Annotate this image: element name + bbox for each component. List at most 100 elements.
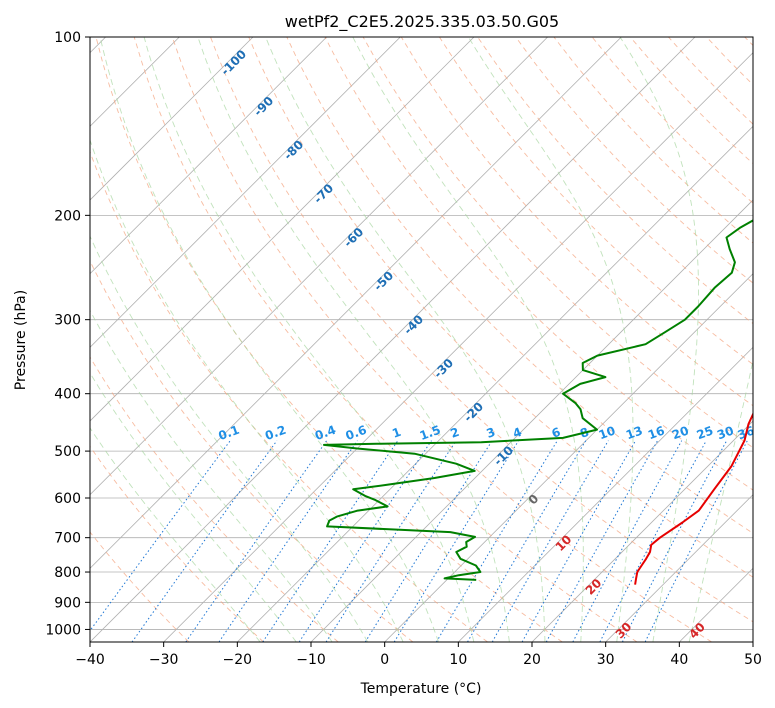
- axes: −40 −30 −20 −10 0 10 20 30 40 5010020030040050060…: [45, 30, 762, 668]
- dry-adiabat: [133, 37, 638, 642]
- dry-adiabat-label: -50: [371, 268, 396, 293]
- mixing-ratio-line: [262, 440, 399, 642]
- x-tick-label: 40: [670, 652, 688, 668]
- moist-adiabat: [352, 37, 584, 642]
- moist-adiabat: [619, 37, 699, 642]
- x-axis-title: Temperature (°C): [360, 681, 482, 697]
- dry-adiabat: [439, 37, 753, 365]
- mixing-ratio-label: 13: [624, 423, 644, 442]
- y-tick-label: 900: [54, 595, 81, 611]
- isotherm-line: [458, 346, 753, 642]
- moist-adiabat: [688, 358, 753, 642]
- mixing-ratio-line: [545, 440, 659, 642]
- dry-adiabat: [90, 356, 339, 642]
- dry-adiabat-label: 20: [583, 576, 605, 598]
- isotherm-line: [90, 37, 401, 348]
- isotherm-line: [531, 420, 753, 642]
- dry-adiabat: [515, 37, 753, 284]
- dry-adiabat-label: -30: [431, 356, 456, 381]
- isotherm-line: [310, 199, 753, 642]
- plot-frame: [89, 36, 754, 643]
- y-tick-label: 500: [54, 444, 81, 460]
- mixing-ratio-line: [185, 440, 328, 642]
- moist-adiabat: [197, 37, 510, 642]
- mixing-ratio-line: [644, 440, 748, 642]
- y-tick-label: 200: [54, 208, 81, 224]
- isotherm-line: [163, 52, 753, 642]
- y-tick-label: 600: [54, 491, 81, 507]
- mixing-ratio-label: 25: [695, 423, 715, 442]
- mixing-ratio-line: [521, 440, 637, 642]
- dry-adiabat-label: 10: [553, 532, 575, 554]
- isotherm-line: [384, 273, 753, 642]
- dry-adiabat: [553, 37, 753, 244]
- mixing-ratio-label: 3: [485, 425, 498, 441]
- isotherm-line: [90, 37, 622, 569]
- mixing-ratio-line: [325, 440, 457, 642]
- mixing-ratio-line: [435, 440, 558, 642]
- dry-adiabat: [210, 37, 753, 623]
- dry-adiabat-label: 0: [526, 492, 542, 508]
- x-tick-label: −40: [75, 652, 105, 668]
- dry-adiabat-label: 40: [686, 620, 708, 642]
- mixing-ratio-label: 10: [597, 423, 617, 442]
- dry-adiabat-label: -40: [401, 312, 426, 337]
- moist-adiabat: [143, 37, 475, 642]
- mixing-ratio-line: [599, 440, 707, 642]
- mixing-ratio-label: 0.6: [344, 423, 369, 443]
- dry-adiabat: [90, 445, 264, 642]
- moist-adiabat: [265, 37, 546, 642]
- mixing-ratio-line: [467, 440, 587, 642]
- isotherm-line: [752, 641, 753, 642]
- mixing-ratio-label: 4: [511, 425, 524, 441]
- dry-adiabat-label: -70: [311, 181, 336, 206]
- moist-adiabat: [467, 37, 634, 642]
- y-axis-title: Pressure (hPa): [13, 290, 29, 390]
- isotherm-line: [90, 37, 548, 496]
- mixing-ratio-line: [621, 440, 728, 642]
- mixing-ratio-line: [364, 440, 493, 642]
- mixing-ratio-label: 1: [390, 425, 403, 441]
- mixing-ratio-label: 0.4: [313, 423, 338, 443]
- mixing-ratio-line: [90, 440, 231, 632]
- mixing-ratio-label: 20: [670, 423, 690, 442]
- dry-adiabat-label: 30: [613, 620, 635, 642]
- mixing-ratio-label: 30: [715, 423, 735, 442]
- mixing-ratio-line: [491, 440, 609, 642]
- y-tick-label: 700: [54, 531, 81, 547]
- temperature-profile: [634, 411, 753, 585]
- dry-adiabat: [90, 150, 488, 642]
- x-tick-label: 0: [380, 652, 389, 668]
- mixing-ratio-line: [131, 440, 278, 642]
- x-tick-label: 30: [597, 652, 615, 668]
- moist-adiabat: [90, 372, 297, 642]
- x-tick-label: −20: [223, 652, 253, 668]
- dry-adiabat-label: -20: [461, 399, 486, 424]
- mixing-ratio-label: 1.5: [418, 423, 443, 443]
- isotherm-line: [679, 567, 753, 642]
- mixing-ratio-line: [393, 440, 520, 642]
- moist-adiabat: [90, 309, 333, 642]
- dry-adiabat: [591, 37, 753, 204]
- mixing-ratio-line: [298, 440, 432, 642]
- dry-adiabat: [744, 37, 753, 47]
- dry-adiabat: [248, 37, 753, 578]
- dry-adiabat: [90, 259, 414, 642]
- isotherm-line: [90, 37, 254, 201]
- x-tick-label: 20: [523, 652, 541, 668]
- y-tick-label: 100: [54, 30, 81, 46]
- plot-area: 0.1 0.2 0.4 0.6 1 1.5 2 3 4 6 8 10 13 16 20 25 30 36-100-…: [90, 37, 756, 642]
- mixing-ratio-label: 36: [736, 423, 756, 442]
- x-tick-label: −30: [149, 652, 179, 668]
- x-tick-label: 10: [449, 652, 467, 668]
- dewpoint-profile: [323, 219, 753, 581]
- mixing-ratio-label: 2: [448, 425, 461, 441]
- x-tick-label: 50: [744, 652, 762, 668]
- dry-adiabat-label: -100: [218, 47, 249, 78]
- chart-title: wetPf2_C2E5.2025.335.03.50.G05: [285, 12, 559, 32]
- mixing-ratio-line: [572, 440, 683, 642]
- dry-adiabat: [400, 37, 753, 407]
- isotherm-line: [90, 37, 327, 275]
- mixing-ratio-label: 0.2: [263, 423, 288, 443]
- moist-adiabat: [90, 235, 369, 642]
